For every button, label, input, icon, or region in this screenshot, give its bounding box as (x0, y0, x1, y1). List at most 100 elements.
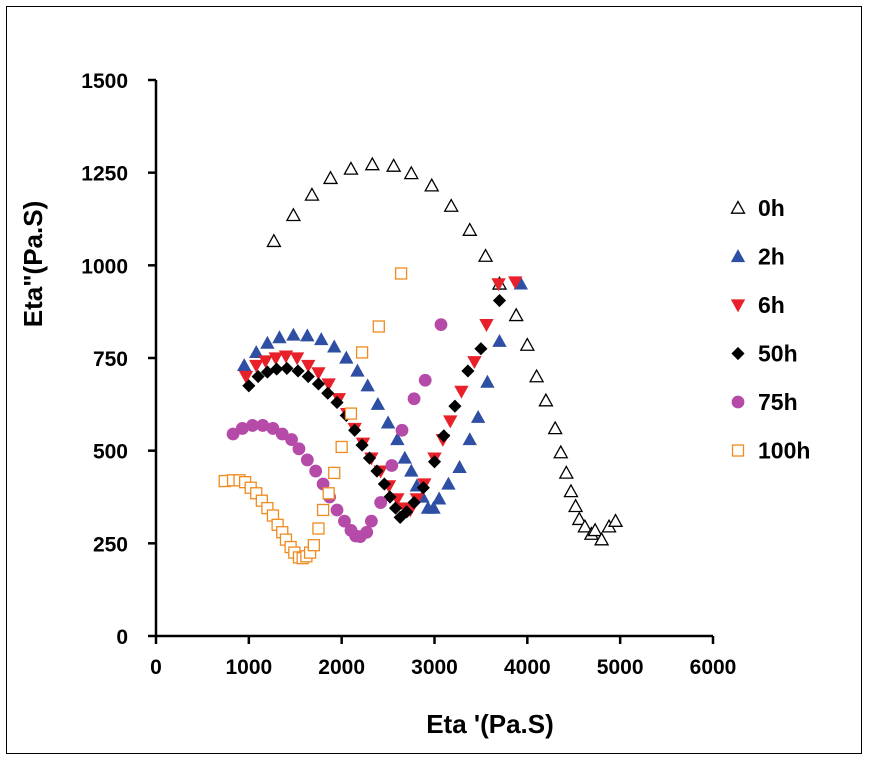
x-tick-label: 6000 (690, 656, 737, 679)
data-point (338, 514, 351, 528)
data-point (386, 158, 402, 172)
y-tick-label: 0 (116, 626, 128, 649)
data-point (538, 392, 554, 407)
data-point (448, 399, 462, 413)
legend-label: 0h (758, 195, 785, 221)
data-point (322, 487, 335, 500)
data-point (547, 420, 563, 435)
data-point (350, 363, 365, 377)
data-point (355, 438, 369, 452)
legend-item: 6h (730, 292, 785, 318)
x-tick-label: 0 (150, 656, 162, 679)
data-point (426, 500, 441, 514)
data-point (461, 364, 475, 378)
legend-marker (731, 395, 745, 409)
data-point (508, 307, 524, 322)
data-point (348, 423, 362, 437)
y-axis-title: Eta"(Pa.S) (18, 201, 48, 327)
data-point (360, 378, 375, 392)
data-point (314, 332, 329, 346)
data-point (260, 335, 275, 349)
y-tick-label: 1000 (81, 255, 128, 278)
data-point (309, 464, 323, 478)
data-point (462, 222, 478, 236)
data-point (388, 501, 403, 515)
series-50h (242, 293, 507, 524)
data-point (372, 320, 385, 333)
data-point (362, 451, 377, 465)
legend-marker (730, 299, 746, 313)
data-point (403, 165, 419, 180)
data-point (364, 514, 378, 528)
x-axis-title: Eta '(Pa.S) (426, 709, 554, 739)
data-point (492, 293, 507, 308)
data-point (339, 350, 354, 364)
data-point (480, 374, 495, 388)
data-point (328, 466, 341, 480)
data-point (285, 433, 298, 446)
series-2h (237, 276, 529, 514)
y-tick-label: 1500 (81, 70, 128, 93)
data-point (418, 373, 432, 387)
x-tick-label: 1000 (225, 656, 272, 679)
data-point (400, 505, 414, 519)
data-point (330, 503, 344, 517)
data-point (344, 407, 358, 420)
data-point (571, 511, 587, 526)
data-point (364, 156, 380, 171)
data-point (316, 503, 330, 517)
data-point (407, 392, 421, 406)
data-point (304, 187, 320, 201)
data-point (327, 339, 342, 353)
data-point (431, 491, 447, 505)
data-point (519, 337, 535, 351)
data-point (300, 328, 315, 342)
data-point (300, 453, 314, 467)
data-point (416, 481, 430, 495)
data-point (249, 345, 264, 359)
data-point (568, 498, 584, 513)
data-point (443, 198, 459, 212)
data-point (307, 539, 320, 552)
data-point (558, 465, 574, 479)
data-point (285, 207, 301, 222)
data-point (424, 177, 440, 192)
data-point (374, 496, 388, 509)
data-point (470, 409, 486, 423)
data-point (479, 319, 494, 332)
data-point (278, 350, 294, 364)
data-point (330, 395, 344, 410)
data-point (321, 378, 336, 392)
data-point (270, 362, 284, 376)
data-point (301, 359, 316, 373)
data-point (258, 355, 273, 369)
data-point (383, 490, 397, 504)
data-point (434, 318, 448, 332)
legend-label: 100h (758, 438, 810, 464)
data-point (237, 358, 252, 372)
data-point (563, 483, 579, 498)
x-tick-label: 3000 (411, 656, 458, 679)
data-point (311, 377, 326, 391)
y-tick-label: 750 (93, 348, 128, 371)
x-tick-label: 5000 (597, 656, 644, 679)
legend-item: 100h (731, 438, 810, 464)
data-point (593, 531, 610, 546)
data-points (218, 156, 624, 565)
data-point (377, 477, 391, 491)
chart-frame (6, 6, 862, 754)
data-point (311, 367, 326, 381)
legend-item: 75h (731, 389, 798, 415)
data-point (441, 476, 456, 490)
legend-label: 2h (758, 244, 785, 270)
axes: 0 250 500 750 1000 1250 1500 0 1000 2000 3000 4000 5… (81, 70, 736, 679)
data-point (452, 460, 467, 473)
legend-label: 75h (758, 389, 798, 415)
x-tick-label: 4000 (504, 656, 551, 679)
data-point (397, 450, 412, 464)
legend-item: 50h (731, 341, 798, 367)
data-point (272, 330, 287, 344)
data-point (508, 276, 523, 290)
legend-marker (731, 346, 745, 361)
